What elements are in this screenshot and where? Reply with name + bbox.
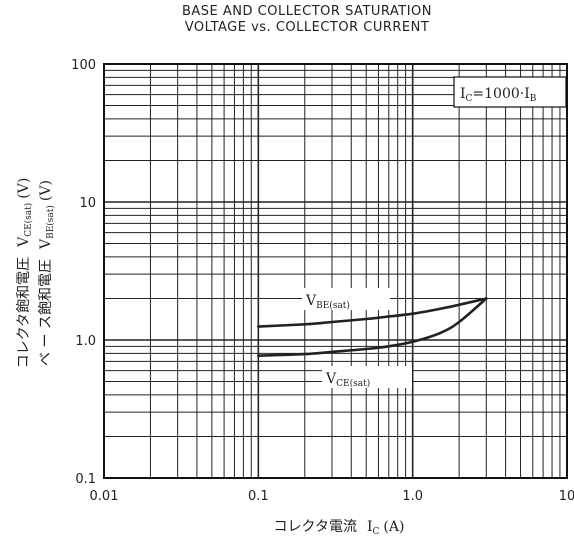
svg-text:コレクタ飽和電圧VCE(sat)(V): コレクタ飽和電圧VCE(sat)(V) (15, 178, 34, 369)
y-tick-label: 0.1 (75, 472, 96, 487)
series-label-vce: VCE(sat) (322, 366, 412, 389)
x-tick-label: 0.1 (248, 489, 269, 504)
condition-box: IC=1000·IB (453, 76, 567, 108)
x-tick-label: 0.01 (90, 489, 119, 504)
svg-text:ベ ー ス飽和電圧VBE(sat)(V): ベ ー ス飽和電圧VBE(sat)(V) (37, 180, 56, 366)
y-axis-title-1: コレクタ飽和電圧VCE(sat)(V) (15, 178, 34, 369)
series-layer (257, 297, 488, 357)
condition-label: IC=1000·IB (460, 86, 537, 104)
svg-text:VCE(sat): VCE(sat) (325, 371, 370, 389)
y-tick-label: 10 (79, 196, 96, 211)
grid (103, 64, 567, 479)
chart-title-block: BASE AND COLLECTOR SATURATION VOLTAGE vs… (0, 4, 574, 36)
chart-subtitle: VOLTAGE vs. COLLECTOR CURRENT (184, 20, 430, 35)
x-tick-label: 1.0 (402, 489, 423, 504)
x-tick-label: 10 (559, 489, 574, 504)
series-vce-sat-line (257, 297, 488, 357)
svg-text:VBE(sat): VBE(sat) (305, 293, 350, 311)
plot-frame (103, 63, 568, 479)
y-tick-label: 100 (71, 58, 96, 73)
y-axis-title-2: ベ ー ス飽和電圧VBE(sat)(V) (37, 180, 56, 366)
series-label-vbe: VBE(sat) (302, 288, 390, 311)
chart-title: BASE AND COLLECTOR SATURATION (181, 4, 433, 19)
series-vbe-sat-line (257, 297, 488, 328)
tick-labels: 0.01 0.1 1.0 10 0.1 1.0 10 100 (71, 58, 574, 504)
y-tick-label: 1.0 (75, 334, 96, 349)
x-axis-title: コレクタ電流 IC (A) (274, 519, 405, 537)
